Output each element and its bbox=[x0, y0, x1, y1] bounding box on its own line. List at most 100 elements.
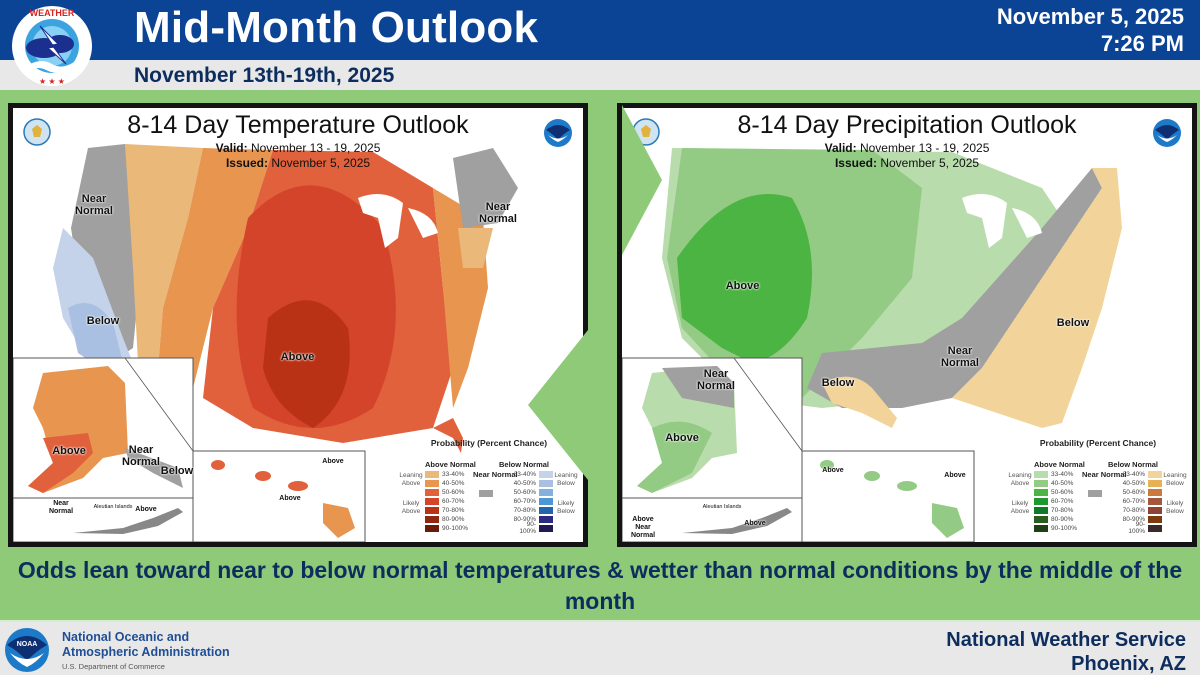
legend-below-row: 70-80% bbox=[1116, 506, 1162, 514]
legend-above-row: 90-100% bbox=[1034, 524, 1080, 532]
legend-below-swatch bbox=[1148, 470, 1162, 478]
legend-above-swatch bbox=[1034, 488, 1048, 496]
legend-above-row: 33-40% bbox=[425, 470, 467, 478]
map-label-hi-above-2: Above bbox=[279, 495, 301, 502]
map-label-aleut-above: Above bbox=[744, 520, 766, 527]
temperature-legend: Probability (Percent Chance) Above Norma… bbox=[399, 438, 579, 538]
legend-above-swatch bbox=[425, 470, 439, 478]
legend-below-swatch bbox=[539, 488, 553, 496]
office-location: Phoenix, AZ bbox=[1071, 653, 1186, 675]
legend-range-label: 80-90% bbox=[1051, 515, 1074, 523]
legend-range-label: 80-90% bbox=[1122, 515, 1145, 523]
legend-below-row: 50-60% bbox=[507, 488, 553, 496]
legend-range-label: 33-40% bbox=[1051, 470, 1074, 478]
legend-range-label: 50-60% bbox=[1051, 488, 1074, 496]
noaa-small-logo-icon bbox=[1153, 119, 1181, 147]
legend-range-label: 70-80% bbox=[1051, 506, 1074, 514]
legend-below-row: 60-70% bbox=[507, 497, 553, 505]
department-name: U.S. Department of Commerce bbox=[62, 662, 165, 671]
legend-near-normal: Near Normal bbox=[1082, 470, 1127, 479]
date-range: November 13th-19th, 2025 bbox=[134, 64, 395, 87]
map-label-near-normal-ne: Near Normal bbox=[479, 201, 517, 225]
issue-date: November 5, 2025 bbox=[996, 4, 1184, 29]
header-bar bbox=[0, 0, 1200, 60]
chevron-left-icon bbox=[528, 330, 588, 480]
legend-range-label: 40-50% bbox=[442, 479, 465, 487]
legend-below-row: 33-40% bbox=[507, 470, 553, 478]
legend-above-row: 50-60% bbox=[1034, 488, 1076, 496]
commerce-seal-icon bbox=[23, 118, 51, 146]
issue-time: 7:26 PM bbox=[1100, 31, 1184, 56]
map-label-ak-below: Below bbox=[160, 465, 194, 477]
legend-range-label: 90-100% bbox=[1051, 524, 1078, 532]
legend-range-label: 80-90% bbox=[442, 515, 465, 523]
region-below-ca bbox=[68, 303, 123, 370]
map-label-aleut-near-normal: Near Normal bbox=[48, 500, 74, 515]
legend-range-label: 70-80% bbox=[513, 506, 536, 514]
legend-above-row: 80-90% bbox=[425, 515, 467, 523]
region-above-40 bbox=[158, 148, 273, 388]
legend-below-row: 40-50% bbox=[507, 479, 553, 487]
legend-range-label: 90-100% bbox=[442, 524, 469, 532]
legend-below-swatch bbox=[539, 470, 553, 478]
map-label-below: Below bbox=[86, 315, 120, 327]
svg-text:★ ★ ★: ★ ★ ★ bbox=[39, 77, 65, 86]
legend-range-label: 60-70% bbox=[1051, 497, 1074, 505]
region-near-normal-ne bbox=[453, 148, 518, 228]
legend-above-swatch bbox=[425, 479, 439, 487]
great-lakes bbox=[962, 194, 1007, 248]
legend-below-row: 40-50% bbox=[1116, 479, 1162, 487]
nws-office: National Weather Service Phoenix, AZ bbox=[946, 628, 1186, 675]
map-label-below-se: Below bbox=[1056, 317, 1090, 329]
legend-above-header: Above Normal bbox=[1034, 460, 1085, 469]
noaa-logo-icon: NOAA bbox=[5, 628, 49, 672]
map-label-ak-near-normal: Near Normal bbox=[122, 444, 160, 468]
legend-leaning-below: Leaning Below bbox=[1163, 472, 1187, 487]
great-lakes bbox=[358, 194, 403, 248]
legend-above-row: 80-90% bbox=[1034, 515, 1076, 523]
map-label-above-central: Above bbox=[280, 351, 315, 363]
legend-above-row: 40-50% bbox=[1034, 479, 1076, 487]
legend-above-swatch bbox=[425, 506, 439, 514]
precipitation-legend: Probability (Percent Chance) Above Norma… bbox=[1008, 438, 1188, 538]
legend-above-row: 70-80% bbox=[425, 506, 467, 514]
legend-above-swatch bbox=[425, 497, 439, 505]
legend-range-label: 50-60% bbox=[442, 488, 465, 496]
footer: NOAA National Oceanic and Atmospheric Ad… bbox=[0, 620, 1200, 675]
legend-range-label: 60-70% bbox=[513, 497, 536, 505]
legend-near-normal-swatch bbox=[479, 490, 493, 497]
legend-range-label: 33-40% bbox=[513, 470, 536, 478]
map-label-near-normal-south: Near Normal bbox=[941, 345, 979, 369]
legend-below-swatch bbox=[1148, 479, 1162, 487]
legend-likely-above: Likely Above bbox=[401, 500, 421, 515]
legend-below-row: 70-80% bbox=[507, 506, 553, 514]
region-near-normal-south bbox=[807, 168, 1102, 408]
legend-below-swatch bbox=[539, 515, 553, 523]
legend-range-label: 90-100% bbox=[1128, 521, 1145, 535]
legend-below-swatch bbox=[1148, 524, 1162, 532]
legend-range-label: 33-40% bbox=[1122, 470, 1145, 478]
map-label-aleut-above-near-normal: Above Near Normal bbox=[630, 516, 656, 539]
panel-meta: Valid: November 13 - 19, 2025 Issued: No… bbox=[622, 141, 1192, 171]
page-title: Mid-Month Outlook bbox=[134, 3, 539, 52]
map-label-below-tx: Below bbox=[821, 377, 855, 389]
legend-range-label: 40-50% bbox=[513, 479, 536, 487]
issue-timestamp: November 5, 2025 7:26 PM bbox=[997, 3, 1184, 57]
legend-above-row: 60-70% bbox=[425, 497, 467, 505]
legend-below-swatch bbox=[539, 524, 553, 532]
panel-meta: Valid: November 13 - 19, 2025 Issued: No… bbox=[13, 141, 583, 171]
region-above-50 bbox=[677, 194, 812, 363]
valid-label: Valid: bbox=[215, 141, 248, 155]
legend-below-swatch bbox=[539, 497, 553, 505]
map-label-aleutian-islands: Aleutian Islands bbox=[93, 504, 133, 510]
map-label-ak-above: Above bbox=[52, 445, 86, 457]
legend-leaning-above: Leaning Above bbox=[399, 472, 423, 487]
legend-range-label: 50-60% bbox=[1122, 488, 1145, 496]
noaa-name-line1: National Oceanic and bbox=[62, 630, 190, 644]
legend-above-row: 90-100% bbox=[425, 524, 471, 532]
legend-range-label: 40-50% bbox=[1051, 479, 1074, 487]
legend-below-header: Below Normal bbox=[499, 460, 550, 469]
legend-below-swatch bbox=[1148, 488, 1162, 496]
legend-above-swatch bbox=[425, 515, 439, 523]
